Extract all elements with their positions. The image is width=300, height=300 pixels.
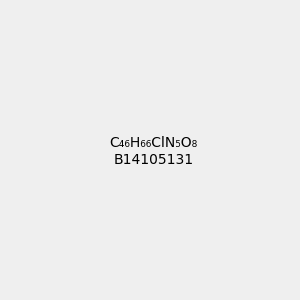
Text: C₄₆H₆₆ClN₅O₈
B14105131: C₄₆H₆₆ClN₅O₈ B14105131	[110, 136, 198, 166]
